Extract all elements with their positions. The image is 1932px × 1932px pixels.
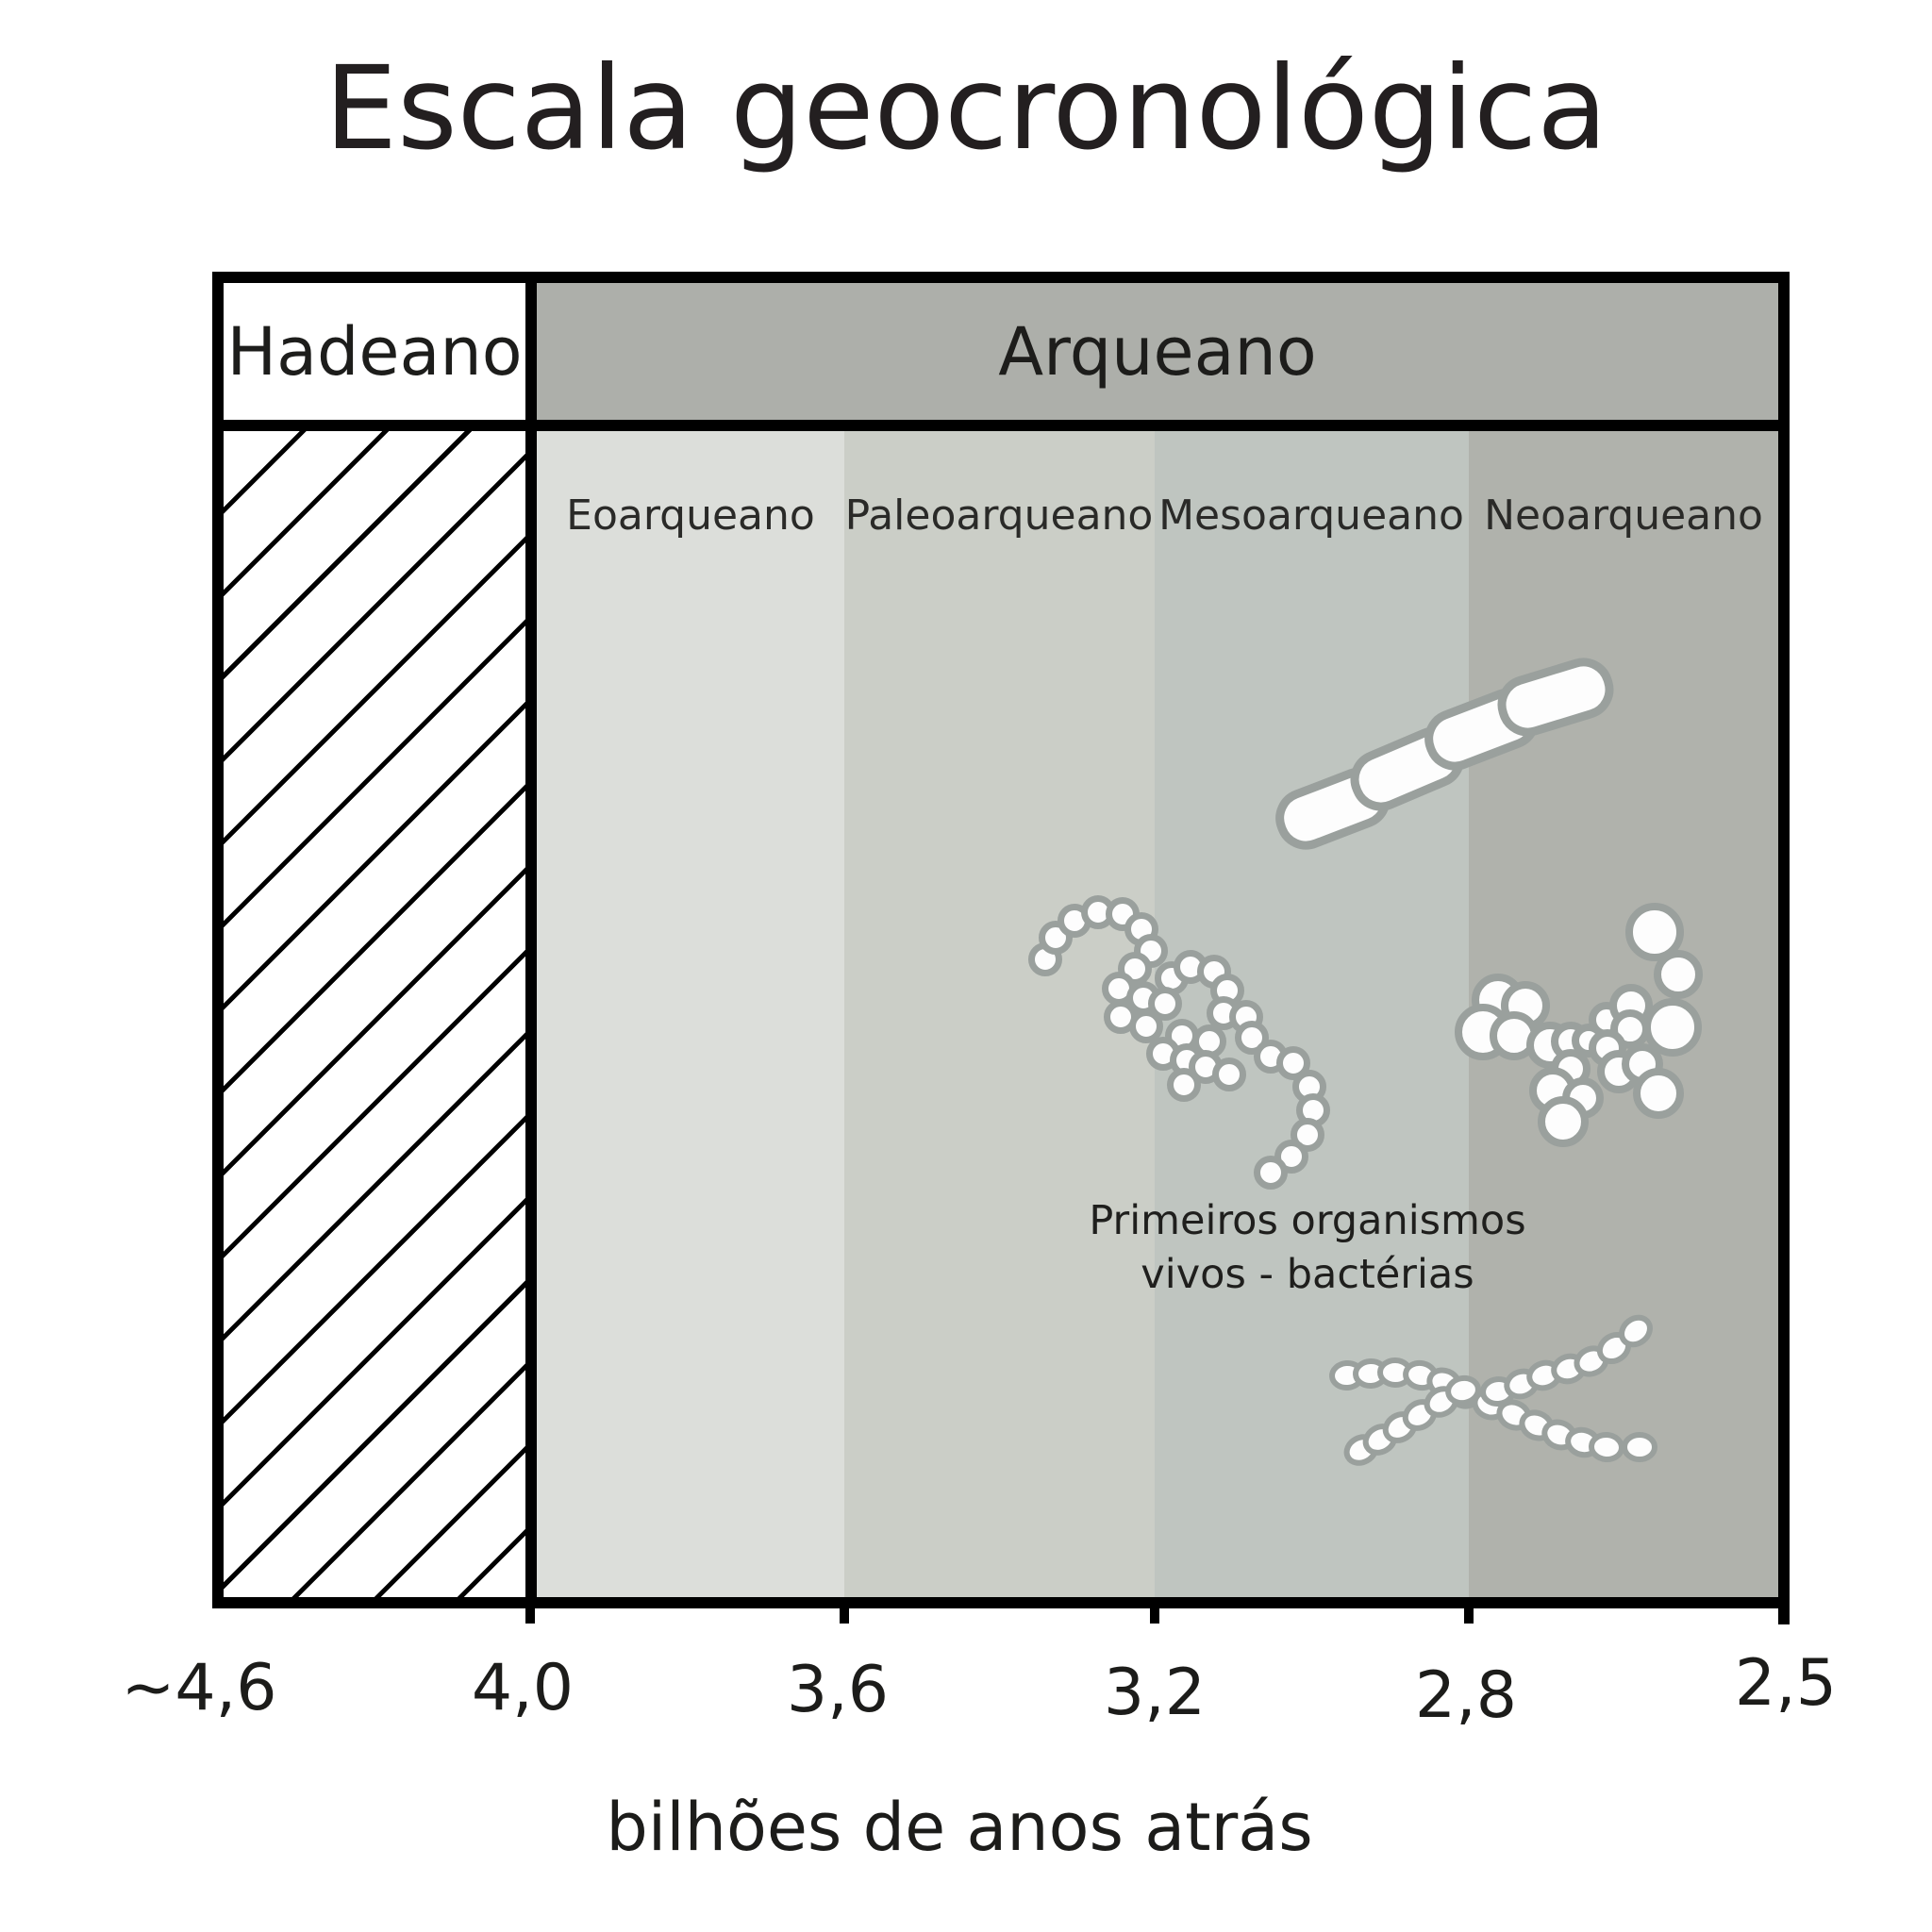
era-column-mesoarqueano <box>1155 431 1469 1597</box>
axis-tick-2-8 <box>1464 1597 1474 1624</box>
hadeano-hatch-area <box>224 431 525 1597</box>
axis-label-2-5: 2,5 <box>1734 1646 1838 1721</box>
timescale-body: Eoarqueano Paleoarqueano Mesoarqueano Ne… <box>224 431 1778 1597</box>
hadeano-body-divider <box>525 431 537 1597</box>
eon-header-arqueano: Arqueano <box>537 283 1778 420</box>
header-bottom-rule <box>224 420 1778 431</box>
annotation-line-2: vivos - bactérias <box>1141 1250 1474 1298</box>
era-column-neoarqueano <box>1469 431 1778 1597</box>
timescale-frame: Hadeano Arqueano Eoarqueano Paleoarquean… <box>212 272 1790 1608</box>
era-label-mesoarqueano: Mesoarqueano <box>1158 491 1464 540</box>
axis-tick-2-5 <box>1778 1608 1790 1624</box>
axis-label-4-6: ~4,6 <box>121 1651 277 1725</box>
eon-label-hadeano: Hadeano <box>226 312 523 391</box>
axis-tick-4-0 <box>525 1597 535 1624</box>
eon-header-divider <box>525 283 537 420</box>
axis-label-4-0: 4,0 <box>471 1651 575 1725</box>
axis-label-2-8: 2,8 <box>1414 1658 1518 1733</box>
era-label-paleoarqueano: Paleoarqueano <box>844 491 1154 540</box>
first-organisms-annotation: Primeiros organismos vivos - bactérias <box>1089 1194 1525 1302</box>
annotation-line-1: Primeiros organismos <box>1089 1197 1526 1244</box>
axis-title: bilhões de anos atrás <box>606 1789 1313 1866</box>
figure-title: Escala geocronológica <box>325 42 1607 175</box>
era-label-neoarqueano: Neoarqueano <box>1484 491 1763 540</box>
axis-label-3-6: 3,6 <box>786 1653 890 1727</box>
era-column-paleoarqueano <box>844 431 1155 1597</box>
axis-tick-3-6 <box>840 1597 849 1624</box>
eon-header-hadeano: Hadeano <box>224 283 525 420</box>
axis-label-3-2: 3,2 <box>1103 1656 1207 1730</box>
era-column-eoarqueano <box>537 431 844 1597</box>
era-label-eoarqueano: Eoarqueano <box>566 491 815 540</box>
eon-label-arqueano: Arqueano <box>998 312 1317 391</box>
axis-tick-3-2 <box>1150 1597 1159 1624</box>
